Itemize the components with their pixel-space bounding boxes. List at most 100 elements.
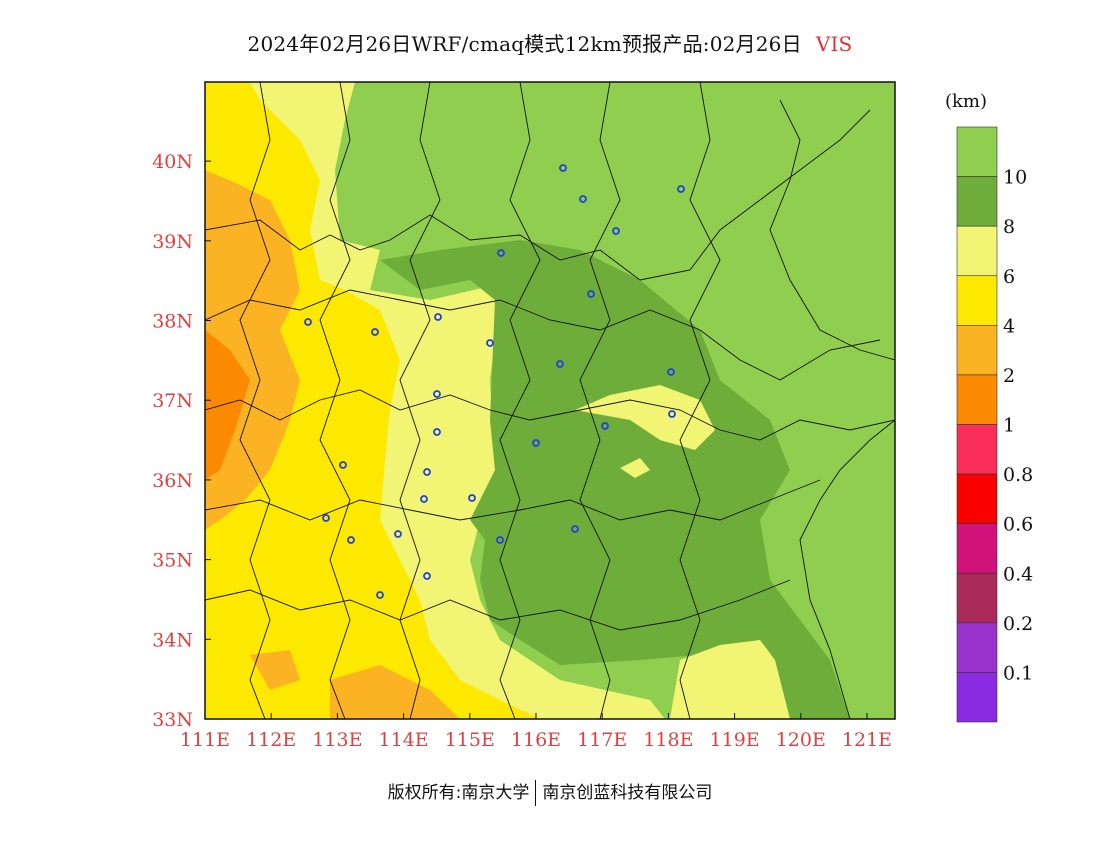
colorbar-label: 1 [1003,415,1015,437]
x-tick-label: 117E [577,729,627,751]
colorbar-swatch [956,473,998,524]
border-line [399,82,441,719]
colorbar-label: 4 [1003,315,1015,337]
border-line [579,82,621,719]
city-marker [423,572,431,580]
city-marker [376,591,384,599]
field-light-yellow-patch-2 [620,458,650,478]
city-marker [304,318,312,326]
colorbar-swatch [956,325,998,376]
colorbar-swatch [956,572,998,624]
field-orange [205,330,250,480]
border-line [205,389,895,441]
city-marker [496,536,504,544]
city-marker [347,536,355,544]
y-tick-label: 40N [152,151,193,173]
company-text: 南京创蓝科技有限公司 [542,783,713,803]
visibility-field [205,82,895,719]
city-marker [601,422,609,430]
colorbar-label: 0.8 [1003,464,1033,486]
x-axis: 111E 112E 113E 114E 115E 116E 117E 118E 119E 120E… [180,713,892,751]
city-marker [371,328,379,336]
y-tick-label: 35N [152,550,193,572]
colorbar-label: 0.6 [1003,514,1033,536]
city-marker [612,227,620,235]
field-light-yellow-se [670,640,790,719]
city-marker [587,290,595,298]
x-tick-label: 116E [511,729,561,751]
colorbar-swatch [956,424,998,475]
city-marker [339,461,347,469]
city-marker [497,249,505,257]
coastline [769,99,895,361]
x-tick-label: 120E [776,729,826,751]
colorbar-label: 0.1 [1003,662,1033,684]
colorbar-swatch [956,523,998,574]
city-marker [677,185,685,193]
colorbar-label: 8 [1003,216,1015,238]
colorbar-swatch [956,176,998,227]
x-tick-label: 118E [643,729,693,751]
border-line [205,109,871,281]
border-line [205,289,881,381]
city-marker [394,530,402,538]
x-tick-label: 115E [445,729,495,751]
colorbar-label: 0.2 [1003,613,1033,635]
border-line [205,479,821,521]
city-marker [668,410,676,418]
city-marker [486,339,494,347]
coastline [799,419,895,719]
city-marker [420,495,428,503]
field-light-orange-south-2 [250,650,300,690]
city-marker [433,390,441,398]
city-marker [468,494,476,502]
city-markers [304,164,685,599]
colorbar-label: 6 [1003,266,1015,288]
colorbar: 10 8 6 4 2 1 0.8 0.6 0.4 0.2 0.1 [956,126,1033,723]
field-light-orange-south [330,665,460,719]
field-dark-green-center [380,240,850,719]
x-tick-label: 111E [180,729,230,751]
y-tick-label: 37N [152,390,193,412]
x-tick-label: 121E [842,729,892,751]
colorbar-swatch [956,672,998,723]
city-marker [532,439,540,447]
x-tick-label: 112E [246,729,296,751]
colorbar-swatch [956,275,998,326]
border-line [319,82,351,719]
y-axis: 33N 34N 35N 36N 37N 38N 39N 40N [152,151,211,731]
y-tick-label: 38N [152,311,193,333]
border-line [239,82,271,719]
y-tick-label: 36N [152,470,193,492]
border-line [205,579,791,631]
city-marker [667,368,675,376]
variable-label: VIS [815,32,853,56]
colorbar-label: 2 [1003,365,1015,387]
y-tick-label: 39N [152,231,193,253]
y-tick-label: 34N [152,629,193,651]
colorbar-swatch [956,225,998,277]
city-marker [579,195,587,203]
footer: 版权所有:南京大学 南京创蓝科技有限公司 [0,778,1100,806]
province-borders [205,82,895,719]
x-tick-label: 113E [312,729,362,751]
colorbar-label: 10 [1003,167,1027,189]
city-marker [559,164,567,172]
map-title: 2024年02月26日WRF/cmaq模式12km预报产品:02月26日 VIS [0,28,1100,57]
colorbar-swatch [956,374,998,425]
city-marker [571,525,579,533]
city-marker [434,313,442,321]
city-marker [433,428,441,436]
city-marker [322,514,330,522]
border-line [679,82,721,719]
y-tick-label: 33N [152,709,193,731]
colorbar-label: 0.4 [1003,563,1033,585]
copyright-text: 版权所有:南京大学 [387,783,530,803]
field-light-yellow-patch [575,385,715,450]
colorbar-swatch [956,126,998,177]
footer-divider [535,780,537,806]
city-marker [423,468,431,476]
border-line [499,82,541,719]
x-tick-label: 119E [710,729,760,751]
